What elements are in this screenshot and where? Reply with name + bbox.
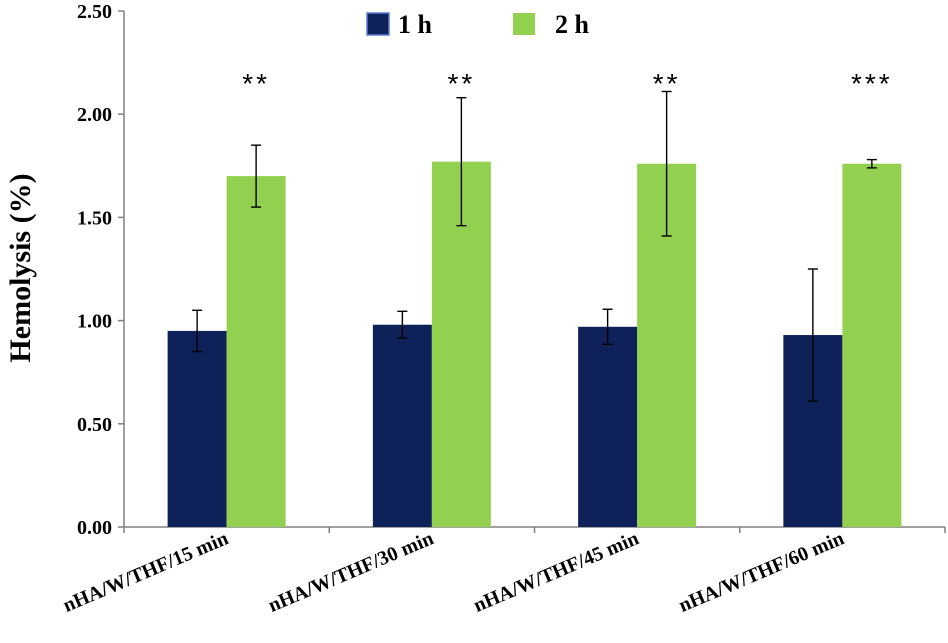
x-category-label: nHA/W/THF/30 min	[265, 527, 437, 617]
legend-label-2h: 2 h	[555, 10, 590, 39]
significance-stars: **	[447, 68, 475, 99]
y-tick-label: 0.00	[77, 517, 112, 539]
bar-2h-4	[842, 163, 902, 527]
bar-2h-1	[226, 176, 286, 527]
legend-swatch-1h	[366, 12, 390, 36]
significance-stars: **	[242, 68, 270, 99]
y-axis-label: Hemolysis (%)	[4, 173, 37, 362]
bar-1h-1	[167, 330, 227, 527]
significance-annotations: ** ** ** ***	[242, 68, 893, 99]
x-axis-ticks: nHA/W/THF/15 min nHA/W/THF/30 min nHA/W/TH…	[60, 527, 848, 617]
y-tick-label: 1.00	[77, 311, 112, 333]
bar-1h-2	[372, 324, 432, 527]
bar-1h-3	[578, 326, 638, 527]
y-tick-label: 1.50	[77, 207, 112, 229]
significance-stars: ***	[851, 68, 893, 99]
significance-stars: **	[653, 68, 681, 99]
bars	[167, 90, 902, 527]
y-tick-label: 2.00	[77, 104, 112, 126]
legend: 1 h 2 h	[366, 10, 590, 39]
x-category-label: nHA/W/THF/60 min	[676, 527, 848, 617]
y-axis-ticks: 0.00 0.50 1.00 1.50 2.00 2.50	[77, 1, 124, 539]
x-category-label: nHA/W/THF/45 min	[470, 527, 642, 617]
y-tick-label: 2.50	[77, 1, 112, 23]
y-tick-label: 0.50	[77, 414, 112, 436]
legend-swatch-2h	[513, 13, 535, 35]
legend-label-1h: 1 h	[398, 10, 433, 39]
x-category-label: nHA/W/THF/15 min	[60, 527, 232, 617]
